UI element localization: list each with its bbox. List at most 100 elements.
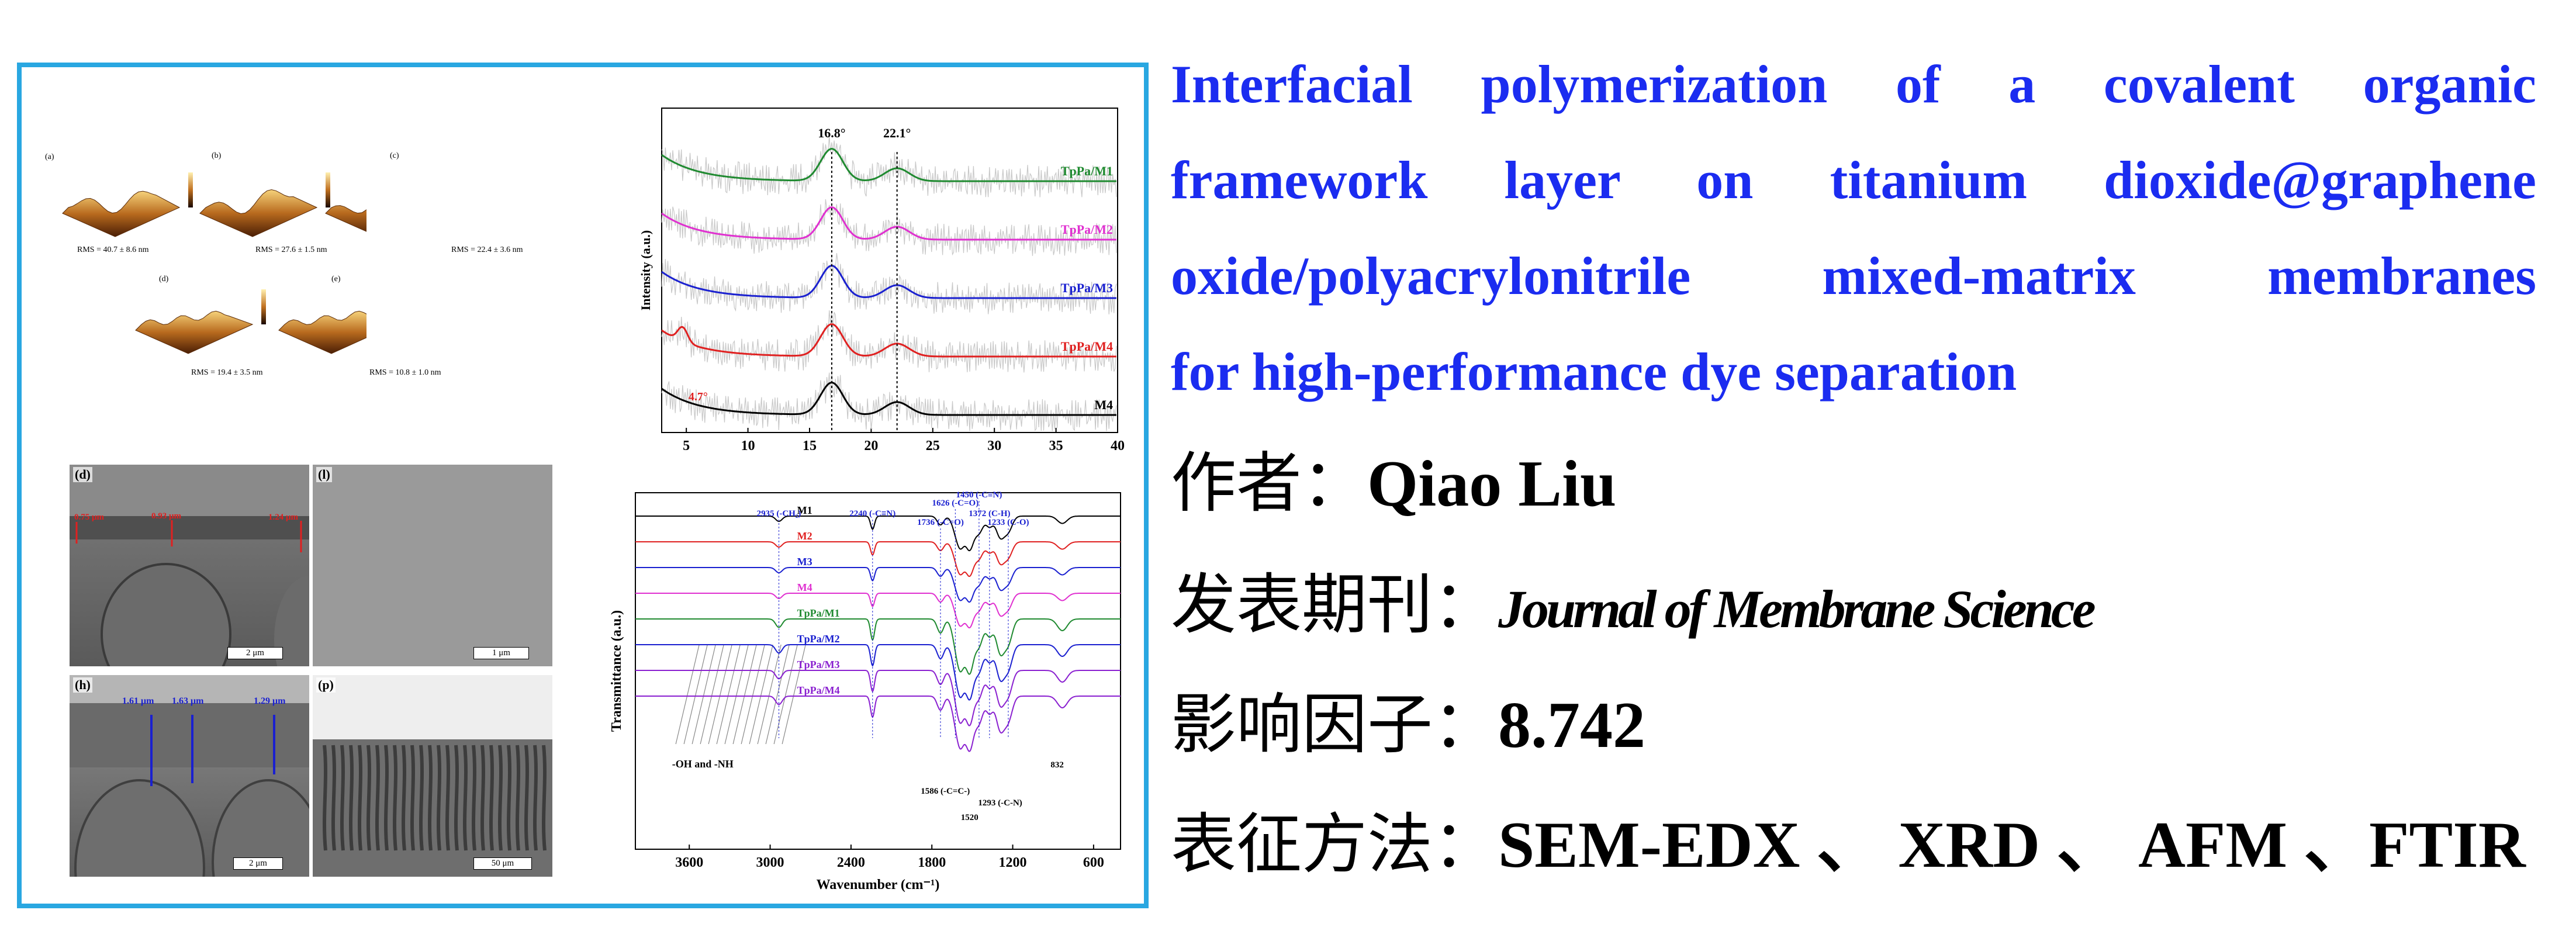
- sem-d-thick-2: 0.93 μm: [151, 511, 181, 521]
- figure-panel: (a) (b) (c) (d) (e) RMS = 40.7 ± 8.6 nm …: [17, 63, 1149, 908]
- xrd-series-TpPa/M4: [661, 323, 1116, 358]
- xrd-series-TpPa/M1: [661, 147, 1116, 182]
- sem-image-h: (h) 1.61 μm 1.63 μm 1.29 μm 2 μm: [70, 675, 309, 877]
- afm-surface-5: [278, 310, 397, 354]
- methods-value: SEM-EDX 、 XRD 、 AFM 、FTIR: [1498, 809, 2526, 881]
- sem-image-l: (l) 1 μm: [313, 465, 552, 666]
- xrd-series-label: M4: [1094, 397, 1113, 412]
- sem-l-label: (l): [316, 467, 332, 482]
- sem-image-d: (d) 0.75 μm 0.93 μm 1.24 μm 2 μm: [70, 465, 309, 666]
- sem-p-label: (p): [316, 677, 336, 693]
- afm-colorbar-1: [188, 172, 193, 207]
- xrd-x-tick-label: 15: [803, 438, 817, 454]
- journal-line: 发表期刊：Journal of Membrane Science: [1171, 567, 2096, 647]
- ftir-anno-2240: 2240 (-C≡N): [849, 509, 895, 518]
- ftir-series-label: TpPa/M2: [797, 633, 840, 645]
- sem-h-thick-2: 1.63 μm: [172, 696, 204, 706]
- ftir-series-label: M2: [797, 530, 812, 542]
- impact-factor-line: 影响因子：8.742: [1171, 687, 1645, 763]
- ftir-series-M4: [635, 593, 1121, 629]
- xrd-plot-frame: [661, 108, 1118, 433]
- sem-h-thick-3: 1.29 μm: [254, 696, 286, 706]
- sem-p-column: [489, 745, 494, 851]
- ftir-series-TpPa/M3: [635, 670, 1121, 726]
- ftir-series-label: TpPa/M4: [797, 684, 840, 696]
- xrd-x-tick-label: 10: [741, 438, 755, 454]
- sem-p-column: [331, 745, 336, 851]
- xrd-x-tick-label: 5: [683, 438, 690, 454]
- afm-d-rms: RMS = 19.4 ± 3.5 nm: [191, 368, 263, 377]
- ftir-anno-1586: 1586 (-C=C-): [921, 787, 970, 796]
- xrd-x-tick-label: 20: [864, 438, 878, 454]
- ftir-x-tick-label: 1200: [999, 855, 1027, 870]
- title-line-3: oxide/polyacrylonitrile mixed-matrix mem…: [1171, 246, 2536, 306]
- ftir-x-axis-label: Wavenumber (cm⁻¹): [817, 877, 940, 892]
- sem-l-scalebar: 1 μm: [473, 647, 529, 659]
- ftir-anno-1293: 1293 (-C-N): [978, 798, 1022, 808]
- sem-p-column: [340, 745, 345, 851]
- impact-factor-value: 8.742: [1498, 689, 1645, 762]
- xrd-series-M4: [661, 381, 1116, 416]
- author-label: 作者：: [1171, 445, 1367, 521]
- methods-line: 表征方法：SEM-EDX 、 XRD 、 AFM 、FTIR: [1171, 807, 2526, 883]
- ftir-oh-nh-label: -OH and -NH: [672, 758, 734, 770]
- ftir-series-label: M1: [797, 504, 812, 516]
- sem-d-thick-1: 0.75 μm: [74, 513, 104, 522]
- xrd-series-label: TpPa/M3: [1061, 281, 1113, 295]
- xrd-x-tick-label: 25: [926, 438, 940, 454]
- journal-label: 发表期刊：: [1171, 567, 1498, 643]
- sem-p-column: [366, 745, 371, 851]
- impact-factor-label: 影响因子：: [1171, 687, 1498, 763]
- ftir-x-tick-label: 3000: [756, 855, 784, 870]
- ftir-y-axis-label: Transmittance (a.u.): [609, 610, 624, 732]
- xrd-series-label: TpPa/M1: [1061, 164, 1113, 178]
- xrd-peak-label-4-7: 4.7°: [689, 390, 708, 403]
- ftir-anno-1736: 1736 (-C=O): [917, 518, 964, 527]
- ftir-series-TpPa/M2: [635, 644, 1121, 701]
- afm-b-rms: RMS = 27.6 ± 1.5 nm: [255, 245, 327, 254]
- paper-title: Interfacial polymerization of a covalent…: [1171, 36, 2536, 420]
- sem-d-label: (d): [73, 467, 92, 482]
- sem-h-thick-1: 1.61 μm: [122, 696, 154, 706]
- xrd-series-TpPa/M2: [661, 206, 1116, 241]
- afm-graphics: [62, 172, 456, 354]
- ftir-x-tick-label: 2400: [837, 855, 865, 870]
- xrd-series-label: TpPa/M4: [1061, 339, 1113, 354]
- sem-p-column: [524, 745, 529, 851]
- ftir-anno-1372: 1372 (C-H): [969, 509, 1010, 518]
- afm-surface-1: [62, 191, 181, 237]
- xrd-peak-label: 16.8°: [818, 126, 845, 140]
- xrd-peak-label: 22.1°: [883, 126, 911, 140]
- sem-p-column: [402, 745, 406, 851]
- ftir-oh-nh-region: [675, 644, 806, 745]
- ftir-anno-2935: 2935 (-CH₂): [757, 509, 801, 518]
- sem-p-scalebar: 50 μm: [473, 857, 532, 870]
- xrd-raw-TpPa/M4: [661, 310, 1117, 373]
- journal-value: Journal of Membrane Science: [1498, 579, 2096, 639]
- sem-h-scalebar: 2 μm: [233, 857, 283, 870]
- xrd-x-tick-label: 40: [1111, 438, 1125, 454]
- afm-panels: (a) (b) (c) (d) (e) RMS = 40.7 ± 8.6 nm …: [45, 149, 456, 395]
- ftir-series-label: TpPa/M3: [797, 659, 840, 670]
- author-line: 作者：Qiao Liu: [1171, 445, 1616, 522]
- xrd-raw-TpPa/M1: [661, 136, 1117, 198]
- xrd-raw-TpPa/M3: [661, 253, 1117, 314]
- sem-p-column: [516, 745, 520, 851]
- title-line-2: framework layer on titanium dioxide@grap…: [1171, 150, 2536, 210]
- sem-d-thick-3: 1.24 μm: [268, 513, 298, 522]
- ftir-x-tick-label: 3600: [675, 855, 703, 870]
- afm-c-rms: RMS = 22.4 ± 3.6 nm: [451, 245, 523, 254]
- sem-p-column: [445, 745, 450, 851]
- ftir-anno-832: 832: [1050, 760, 1064, 770]
- afm-surface-2: [199, 189, 318, 237]
- ftir-series-label: M4: [797, 582, 812, 593]
- title-line-4: for high-performance dye separation: [1171, 342, 2017, 402]
- sem-p-column: [437, 745, 441, 851]
- sem-h-label: (h): [73, 677, 92, 693]
- ftir-chart: 3600 3000 2400 1800 1200 600 Wavenumber (cm⁻¹)…: [609, 490, 1121, 892]
- afm-e-label: (e): [331, 275, 341, 283]
- sem-p-column: [410, 745, 415, 851]
- sem-p-column: [463, 745, 468, 851]
- sem-image-p: (p) 50 μm: [313, 675, 552, 877]
- sem-p-column: [384, 745, 389, 851]
